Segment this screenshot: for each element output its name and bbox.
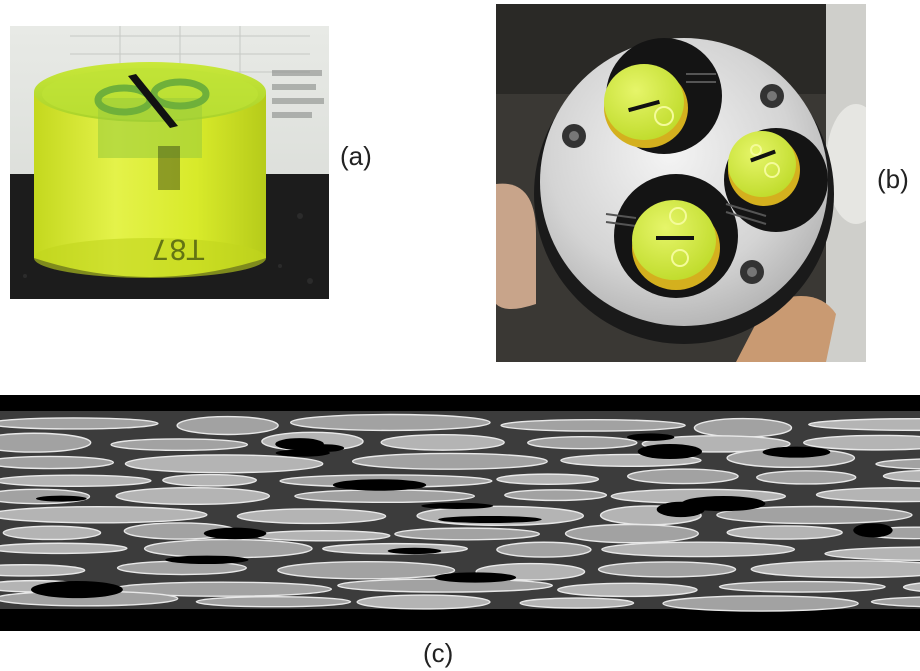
caption-c: (c) [423, 640, 453, 666]
void [434, 572, 516, 582]
fiber-tow [0, 418, 158, 429]
fiber-tow [0, 565, 85, 576]
void [681, 496, 765, 511]
void [276, 449, 330, 456]
fiber-tow [727, 526, 842, 539]
fiber-tow [177, 417, 278, 435]
fiber-tow [291, 415, 490, 431]
photo-mounted-sample: T87 [10, 26, 329, 299]
fiber-tow [237, 509, 385, 523]
fiber-tow [804, 435, 920, 449]
fiber-tow [505, 490, 607, 501]
void [763, 447, 831, 458]
fiber-tow [295, 490, 474, 502]
fiber-tow [628, 469, 738, 483]
fiber-tow [757, 471, 856, 484]
fiber-tow [395, 528, 539, 540]
fiber-tow [694, 419, 791, 437]
void [36, 496, 87, 502]
sample-marking: T87 [151, 233, 205, 266]
fiber-tow [163, 475, 256, 486]
fiber-tow [0, 475, 151, 486]
fiber-tow [0, 433, 91, 452]
caption-a: (a) [340, 143, 372, 169]
fiber-tow [558, 583, 697, 596]
fiber-tow [599, 562, 736, 577]
fiber-tow [3, 526, 100, 539]
fiber-tow [528, 437, 637, 449]
fiber-tow [116, 488, 269, 505]
fiber-tow [381, 435, 504, 450]
fiber-tow [111, 439, 247, 450]
fiber-tow [278, 562, 455, 579]
void [165, 556, 248, 564]
fiber-tow [520, 598, 633, 608]
void [31, 581, 123, 598]
fiber-tow [719, 582, 885, 592]
fiber-tow [602, 542, 795, 556]
void [853, 523, 892, 537]
fiber-tow [145, 540, 312, 558]
void [627, 433, 675, 440]
fiber-tow [751, 561, 920, 578]
photo-sample-holder [496, 4, 866, 362]
fiber-tow [566, 525, 699, 543]
fiber-tow [0, 543, 127, 553]
fiber-tow [497, 542, 591, 557]
fiber-tow [357, 595, 490, 609]
void [388, 548, 442, 554]
fiber-tow [256, 531, 390, 541]
void [421, 503, 493, 509]
micrograph-cross-section [0, 395, 920, 631]
void [204, 528, 267, 540]
void [333, 479, 426, 491]
fiber-tow [663, 596, 858, 611]
fiber-tow [125, 455, 322, 473]
fiber-tow [353, 453, 548, 469]
fiber-tow [196, 597, 350, 607]
fiber-tow [501, 420, 685, 431]
fiber-tow [0, 456, 113, 468]
void [438, 516, 541, 523]
fiber-tow [0, 507, 207, 523]
fiber-tow [497, 474, 598, 484]
void [638, 444, 702, 459]
caption-b: (b) [877, 166, 909, 192]
